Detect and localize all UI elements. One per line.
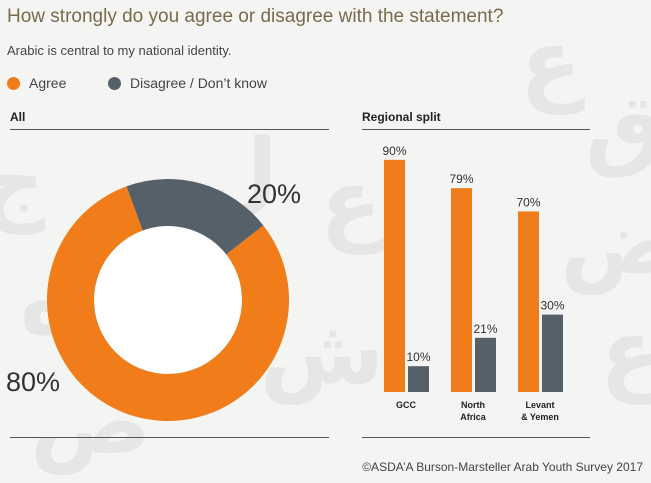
bar-label-disagree-2: 30% [540, 299, 564, 313]
category-label-2-line-1: & Yemen [521, 412, 559, 422]
legend-label-agree: Agree [29, 75, 67, 91]
legend-item-disagree: Disagree / Don’t know [108, 75, 267, 91]
section-label-regional: Regional split [362, 110, 441, 124]
divider-regional-bottom [362, 437, 590, 438]
category-label-1-line-0: North [461, 400, 485, 410]
bar-agree-1 [451, 188, 472, 392]
bar-label-disagree-1: 21% [473, 322, 497, 336]
bar-label-agree-2: 70% [516, 195, 540, 209]
divider-all-bottom [10, 437, 329, 438]
legend-item-agree: Agree [7, 75, 66, 91]
donut-slice-agree [46, 186, 289, 421]
bar-disagree-2 [542, 314, 563, 392]
category-label-1-line-1: Africa [460, 412, 487, 422]
bar-disagree-1 [475, 337, 496, 392]
donut-label-agree: 80% [6, 367, 60, 397]
divider-all-top [10, 129, 329, 130]
donut-slice-disagree [126, 178, 264, 255]
legend-swatch-disagree [108, 76, 121, 90]
legend-label-disagree: Disagree / Don’t know [130, 75, 267, 91]
bar-agree-0 [384, 159, 405, 392]
donut-label-disagree: 20% [247, 179, 301, 209]
bar-disagree-0 [408, 366, 429, 392]
chart-title: How strongly do you agree or disagree wi… [7, 6, 504, 27]
section-label-all: All [10, 110, 26, 124]
bar-label-agree-1: 79% [449, 172, 473, 186]
copyright-footer: ©ASDA’A Burson-Marsteller Arab Youth Sur… [362, 460, 643, 474]
donut-hole [94, 226, 242, 374]
category-label-0-line-0: GCC [396, 400, 417, 410]
bar-agree-2 [518, 211, 539, 392]
legend-swatch-agree [7, 76, 20, 90]
chart-subtitle: Arabic is central to my national identit… [7, 43, 232, 58]
bar-label-disagree-0: 10% [406, 350, 430, 364]
divider-regional-top [362, 129, 590, 130]
bar-label-agree-0: 90% [382, 144, 406, 158]
category-label-2-line-0: Levant [525, 400, 554, 410]
